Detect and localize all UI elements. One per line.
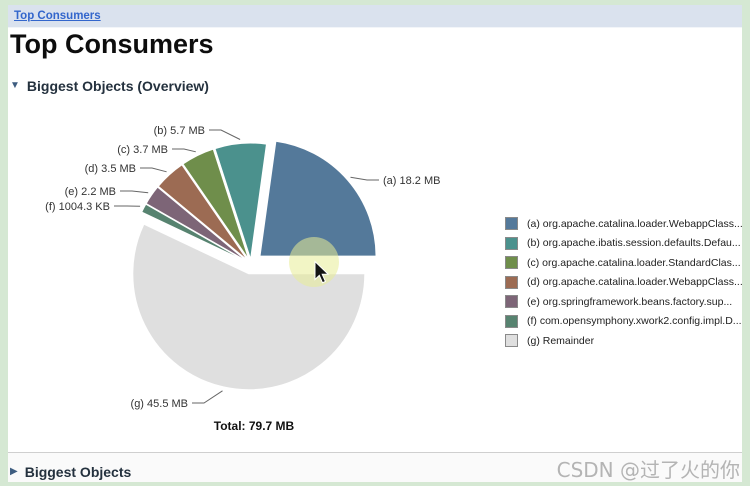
pie-slice-label: (c) 3.7 MB [117, 144, 168, 156]
pie-slice-a[interactable] [259, 140, 377, 257]
legend-swatch [505, 275, 518, 289]
cursor-highlight [289, 237, 339, 287]
section-title: Biggest Objects [24, 464, 132, 480]
section-header-biggest-objects-overview[interactable]: ▼ Biggest Objects (Overview) [10, 78, 209, 94]
pie-slice-g[interactable] [132, 223, 366, 391]
legend-swatch [505, 217, 518, 231]
pie-label-leader [172, 148, 196, 153]
page-title: Top Consumers [10, 29, 214, 59]
legend-swatch [505, 314, 518, 328]
bottom-section-bar [8, 452, 742, 482]
pie-label-leader [209, 129, 241, 140]
legend-label: (f) com.opensymphony.xwork2.config.impl.… [527, 315, 742, 328]
mouse-cursor [314, 260, 330, 284]
legend-label: (a) org.apache.catalina.loader.WebappCla… [527, 217, 743, 230]
pie-slice-e[interactable] [145, 186, 248, 262]
pie-slice-label: (g) 45.5 MB [131, 398, 188, 410]
legend-swatch [505, 295, 518, 309]
pie-slice-label: (b) 5.7 MB [154, 125, 205, 137]
legend-row: (g) Remainder [505, 331, 743, 351]
legend-label: (c) org.apache.catalina.loader.StandardC… [527, 256, 741, 269]
chevron-down-icon: ▼ [10, 80, 20, 91]
pie-chart: (a) 18.2 MB (b) 5.7 MB (c) 3.7 MB (d) 3.5 M… [45, 125, 440, 433]
chevron-right-icon: ▶ [10, 466, 18, 477]
legend-swatch [505, 256, 518, 270]
pie-slice-label: (f) 1004.3 KB [45, 201, 110, 213]
legend-swatch [505, 334, 518, 348]
breadcrumb-link-top-consumers[interactable]: Top Consumers [14, 10, 101, 22]
legend-row: (c) org.apache.catalina.loader.StandardC… [505, 253, 743, 273]
legend-row: (e) org.springframework.beans.factory.su… [505, 292, 743, 312]
pie-total-label: Total: 79.7 MB [214, 419, 295, 433]
pie-label-leader [192, 390, 223, 404]
legend-swatch [505, 236, 518, 250]
legend-label: (g) Remainder [527, 334, 595, 347]
pie-slice-b[interactable] [214, 142, 268, 260]
legend-label: (b) org.apache.ibatis.session.defaults.D… [527, 237, 741, 250]
legend-row: (b) org.apache.ibatis.session.defaults.D… [505, 234, 743, 254]
chart-legend: (a) org.apache.catalina.loader.WebappCla… [505, 214, 743, 351]
pie-label-leader [140, 167, 167, 173]
pie-slice-label: (a) 18.2 MB [383, 175, 440, 187]
pie-slice-f[interactable] [141, 203, 247, 263]
section-title: Biggest Objects (Overview) [26, 78, 209, 94]
pie-label-leader [350, 176, 379, 181]
pie-slice-label: (d) 3.5 MB [85, 163, 136, 175]
pie-slice-label: (e) 2.2 MB [65, 186, 116, 198]
watermark: CSDN @过了火的你 [556, 458, 740, 482]
legend-label: (d) org.apache.catalina.loader.WebappCla… [527, 276, 743, 289]
pie-label-leader [120, 190, 149, 194]
section-header-biggest-objects[interactable]: ▶ Biggest Objects [10, 464, 131, 480]
breadcrumb-bar: Top Consumers [8, 5, 742, 28]
legend-row: (a) org.apache.catalina.loader.WebappCla… [505, 214, 743, 234]
legend-label: (e) org.springframework.beans.factory.su… [527, 295, 733, 308]
pie-slice-c[interactable] [182, 148, 250, 260]
legend-row: (f) com.opensymphony.xwork2.config.impl.… [505, 312, 743, 332]
pie-slice-d[interactable] [157, 164, 249, 261]
legend-row: (d) org.apache.catalina.loader.WebappCla… [505, 273, 743, 293]
